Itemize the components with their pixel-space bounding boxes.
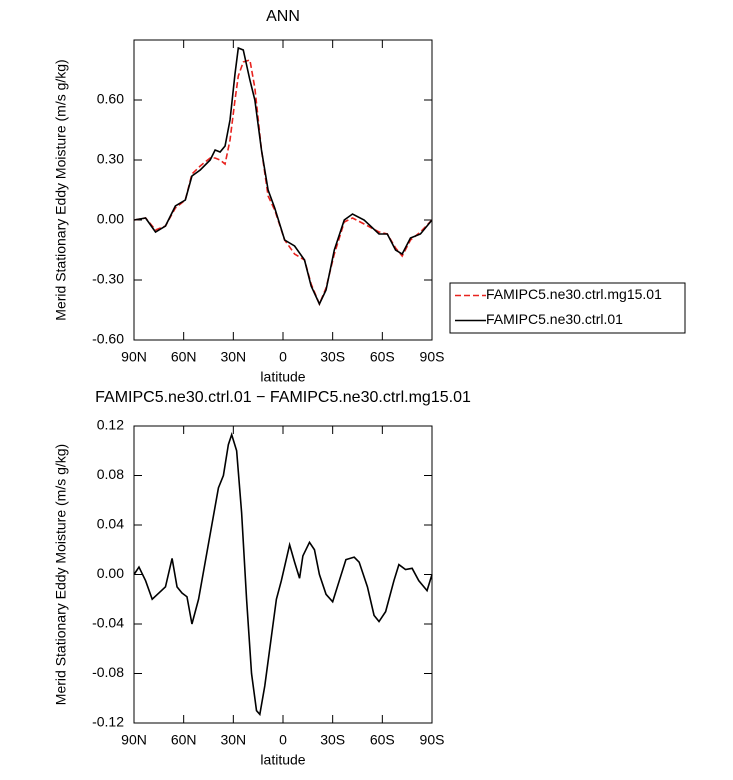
x-tick-label: 90N (121, 349, 147, 365)
series-line (133, 46, 433, 306)
x-tick-label: 30N (220, 349, 246, 365)
x-tick-label: 60S (370, 349, 395, 365)
chart-title: ANN (266, 8, 300, 25)
chart-title: FAMIPC5.ne30.ctrl.01 − FAMIPC5.ne30.ctrl… (95, 389, 471, 406)
y-tick-label: -0.04 (92, 615, 124, 631)
y-tick-label: 0.60 (97, 91, 124, 107)
y-tick-label: 0.08 (97, 466, 124, 482)
x-tick-label: 30S (320, 732, 345, 748)
x-tick-label: 0 (279, 349, 287, 365)
x-tick-label: 0 (279, 732, 287, 748)
y-tick-label: -0.60 (92, 331, 124, 347)
legend-label: FAMIPC5.ne30.ctrl.01 (486, 311, 623, 327)
y-tick-label: 0.04 (97, 516, 124, 532)
y-tick-label: 0.00 (97, 565, 124, 581)
x-tick-label: 60N (171, 732, 197, 748)
y-tick-label: 0.00 (97, 211, 124, 227)
y-axis-label: Merid Stationary Eddy Moisture (m/s g/kg… (53, 59, 69, 320)
series-line (133, 58, 433, 307)
y-tick-label: 0.30 (97, 151, 124, 167)
x-tick-label: 90N (121, 732, 147, 748)
y-tick-label: -0.08 (92, 664, 124, 680)
y-tick-label: -0.30 (92, 271, 124, 287)
y-axis-label: Merid Stationary Eddy Moisture (m/s g/kg… (53, 444, 69, 705)
x-tick-label: 90S (420, 349, 445, 365)
legend-label: FAMIPC5.ne30.ctrl.mg15.01 (486, 286, 662, 302)
x-axis-label: latitude (260, 752, 305, 768)
plot-frame (133, 39, 433, 341)
x-tick-label: 60N (171, 349, 197, 365)
y-tick-label: 0.12 (97, 417, 124, 433)
y-tick-label: -0.12 (92, 714, 124, 730)
x-tick-label: 30N (220, 732, 246, 748)
x-tick-label: 30S (320, 349, 345, 365)
x-axis-label: latitude (260, 369, 305, 385)
series-line (133, 432, 433, 717)
x-tick-label: 90S (420, 732, 445, 748)
legend-box (449, 282, 686, 334)
x-tick-label: 60S (370, 732, 395, 748)
